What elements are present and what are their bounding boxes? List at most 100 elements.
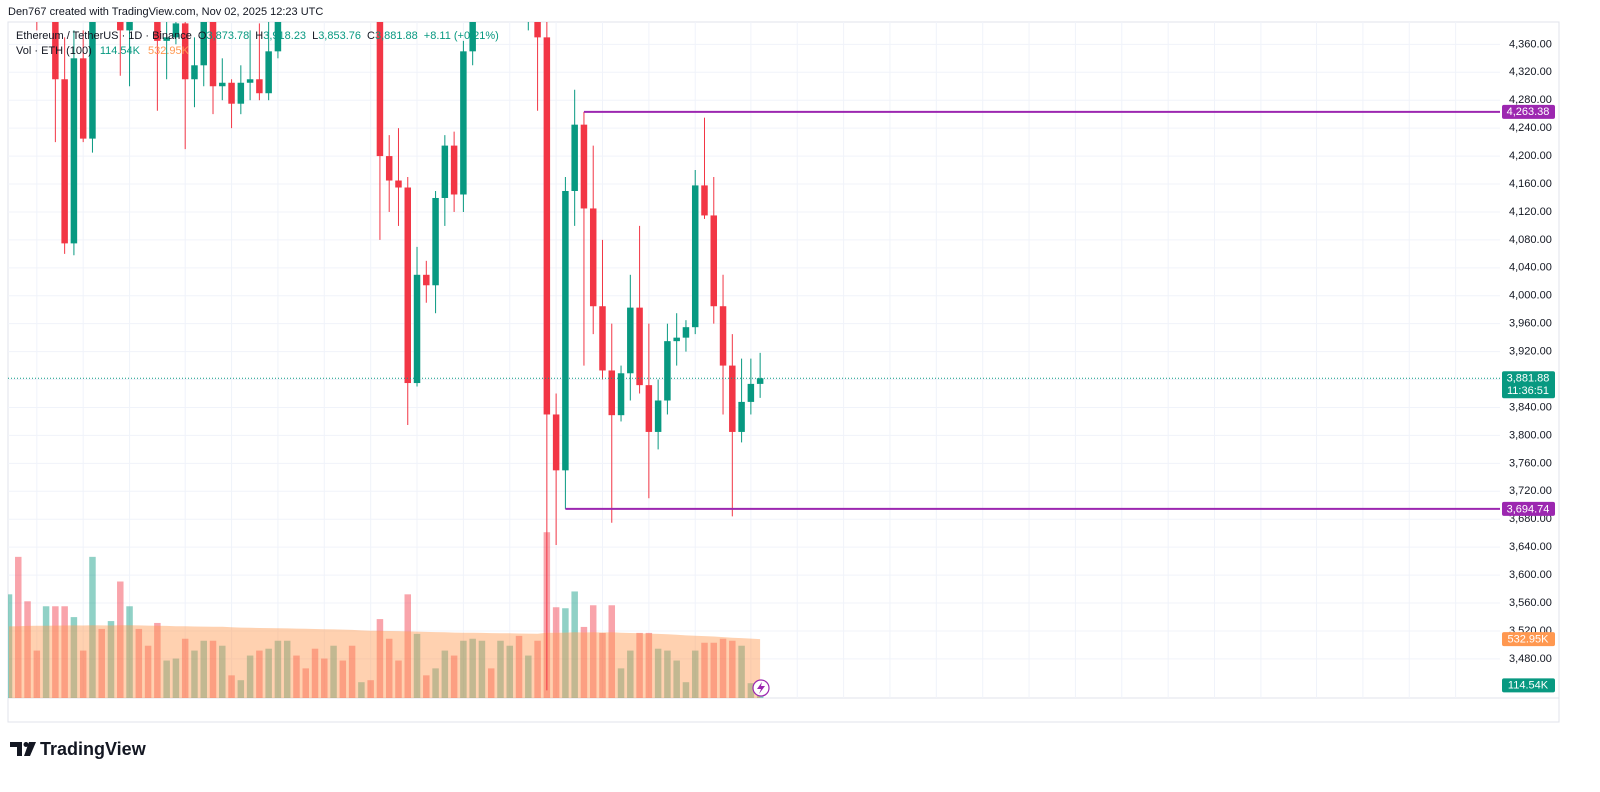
volume-bar (302, 668, 309, 698)
candle-body (645, 385, 653, 432)
volume-bar (144, 645, 152, 698)
price-tag-bg (1502, 501, 1555, 516)
volume-bar (163, 660, 170, 698)
volume-bar (70, 617, 78, 698)
volume-bar (42, 606, 50, 698)
volume-bar (478, 640, 486, 698)
volume-bar (209, 640, 217, 698)
volume-bar (617, 668, 625, 698)
volume-bar (274, 640, 282, 698)
volume-bar (265, 648, 272, 698)
volume-tag: 114.54K (1508, 680, 1549, 692)
ohlc-key: C (367, 30, 375, 42)
candle-body (172, 23, 180, 38)
volume-bar (738, 645, 745, 698)
volume-bar (571, 591, 578, 698)
y-tick-label: 3,800.00 (1509, 429, 1552, 441)
y-tick-label: 3,480.00 (1509, 653, 1552, 665)
volume-bar (413, 633, 421, 698)
candle-body (432, 197, 439, 286)
ohlc-value: 3,918.23 (263, 30, 306, 42)
candle-body (562, 191, 569, 471)
volume-bar (107, 621, 115, 698)
ohlc-value: 3,881.88 (375, 30, 418, 42)
candle-body (117, 22, 124, 31)
volume-bar (719, 638, 727, 698)
candle-body (404, 187, 411, 384)
brand-logo: TradingView (10, 739, 147, 759)
candle-body (756, 378, 764, 384)
last-price-tag: 3,881.88 (1507, 373, 1550, 385)
volume-bar (311, 648, 319, 698)
candle-body (654, 400, 662, 432)
ohlc-value: 3,873.78 (206, 30, 249, 42)
volume-bar (367, 680, 374, 698)
price-tag-bg (1502, 104, 1555, 119)
candle-body (126, 22, 133, 31)
volume-bar (691, 650, 699, 698)
volume-bar (358, 682, 365, 698)
volume-tag-bg (1502, 678, 1555, 693)
y-tick-label: 4,360.00 (1509, 38, 1552, 50)
y-tick-label: 3,920.00 (1509, 346, 1552, 358)
volume-title: Vol · ETH (100) (16, 45, 92, 57)
volume-bar (33, 650, 41, 698)
candle-body (256, 79, 263, 94)
volume-bar (664, 650, 671, 698)
candle-body (710, 215, 718, 307)
candle-body (154, 22, 161, 41)
y-tick-label: 4,240.00 (1509, 122, 1552, 134)
y-tick-label: 4,200.00 (1509, 150, 1552, 162)
y-tick-label: 3,840.00 (1509, 401, 1552, 413)
candle-body (747, 383, 755, 402)
candle-body (664, 341, 671, 401)
volume-bar (8, 594, 13, 698)
candle-body (89, 22, 96, 139)
volume-ma-value: 532.95K (148, 45, 190, 57)
candle-body (682, 327, 690, 338)
volume-bar (729, 640, 736, 698)
volume-bar (589, 605, 597, 698)
candle-body (627, 307, 634, 374)
ohlc-key: H (255, 30, 263, 42)
candle-body (543, 37, 551, 415)
y-tick-label: 3,960.00 (1509, 318, 1552, 330)
candle-body (441, 145, 449, 198)
volume-bar (61, 606, 68, 698)
volume-bar (98, 628, 105, 698)
volume-bar (228, 675, 235, 698)
volume-legend: Vol · ETH (100) 114.54K 532.95K (16, 45, 190, 57)
candle-body (729, 365, 736, 432)
volume-bar (89, 556, 96, 698)
volume-bar (200, 640, 207, 698)
y-tick-label: 3,640.00 (1509, 541, 1552, 553)
candle-body (79, 58, 87, 139)
candle-body (589, 208, 597, 307)
volume-bar (580, 626, 588, 698)
y-tick-label: 3,760.00 (1509, 457, 1552, 469)
price-tag: 4,263.38 (1507, 106, 1550, 118)
ohlc-key: L (312, 30, 318, 42)
volume-bar (339, 660, 347, 698)
volume-bar (395, 660, 402, 698)
volume-bar (191, 650, 198, 698)
volume-bar (321, 658, 328, 698)
line-layer (8, 110, 1500, 510)
volume-bar (525, 655, 532, 698)
volume-bar (117, 581, 124, 698)
candle-body (246, 79, 254, 83)
volume-bar (330, 645, 337, 698)
volume-bar (497, 640, 504, 698)
volume-bar (181, 638, 189, 698)
volume-bar (515, 635, 523, 698)
volume-bar (256, 650, 263, 698)
y-tick-label: 4,120.00 (1509, 206, 1552, 218)
candle-body (163, 37, 170, 41)
candle-body (228, 82, 235, 104)
y-tick-label: 4,040.00 (1509, 262, 1552, 274)
volume-bar (450, 655, 458, 698)
volume-bar (469, 638, 476, 698)
